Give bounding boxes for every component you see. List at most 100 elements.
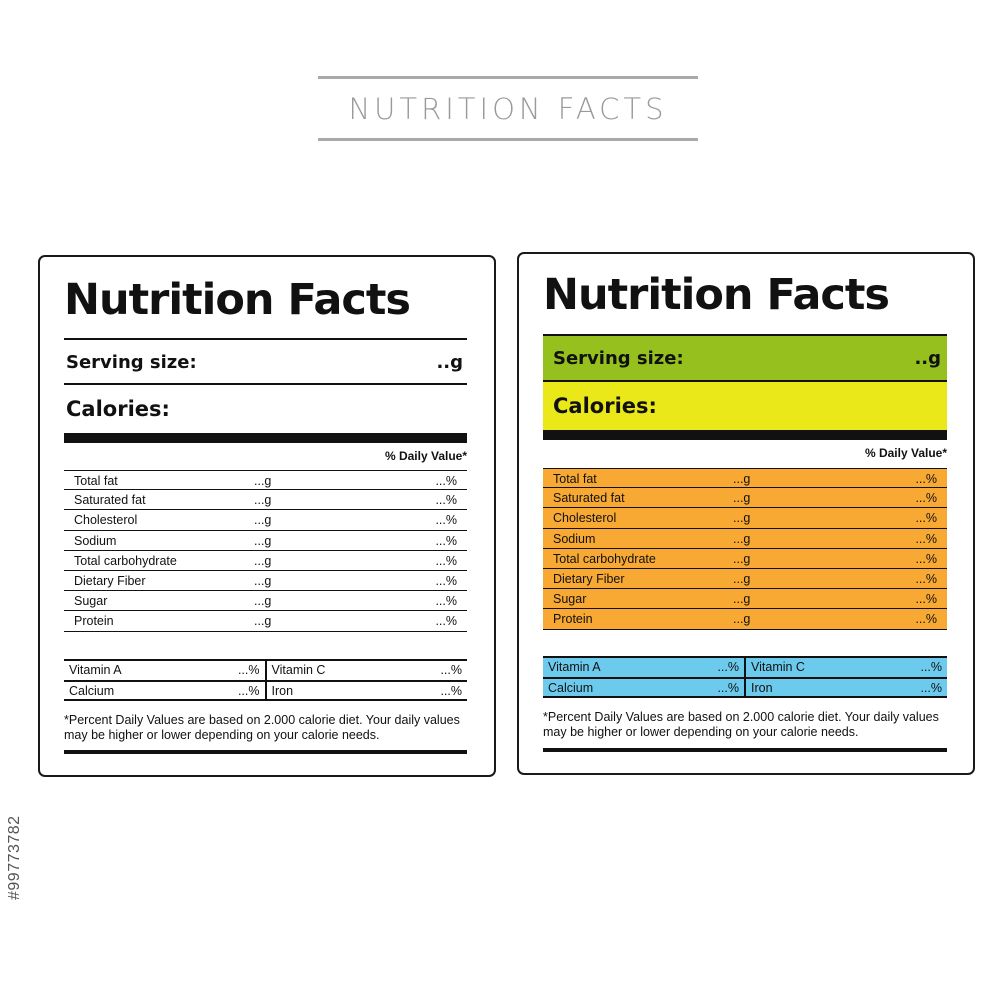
nutrient-percent: ...% xyxy=(435,513,457,528)
nutrient-row: Total fat ...g...% xyxy=(543,468,947,489)
nutrient-row: Saturated fat ...g...% xyxy=(543,488,947,509)
divider xyxy=(64,383,467,385)
nutrient-row: Sugar ...g...% xyxy=(543,589,947,610)
nutrient-percent: ...% xyxy=(435,553,457,568)
footnote: *Percent Daily Values are based on 2.000… xyxy=(543,710,939,739)
nutrient-percent: ...% xyxy=(915,531,937,546)
vitamin-percent: ...% xyxy=(717,660,739,674)
nutrient-name: Sugar xyxy=(74,594,108,609)
vitamin-cell: Vitamin C...% xyxy=(746,656,947,677)
serving-size-value: ..g xyxy=(436,351,463,373)
nutrient-row: Dietary Fiber ...g...% xyxy=(543,568,947,590)
nutrient-percent: ...% xyxy=(435,614,457,629)
daily-value-header: % Daily Value* xyxy=(864,446,947,460)
nutrient-name: Sodium xyxy=(74,533,117,548)
vitamin-name: Vitamin A xyxy=(69,663,122,677)
footnote: *Percent Daily Values are based on 2.000… xyxy=(64,713,460,742)
vitamin-percent: ...% xyxy=(920,660,942,674)
heading-rule-top xyxy=(318,76,698,79)
serving-size-row: Serving size: ..g xyxy=(543,336,947,380)
vitamin-cell: Iron...% xyxy=(746,677,947,698)
bottom-rule xyxy=(64,750,467,754)
page-heading-title: NUTRITION FACTS xyxy=(348,92,668,126)
nutrient-amount: ...g xyxy=(254,573,272,588)
calories-label: Calories: xyxy=(553,394,657,418)
vitamin-percent: ...% xyxy=(237,663,260,677)
vitamin-name: Iron xyxy=(271,684,294,698)
bottom-rule xyxy=(543,748,947,752)
heading-rule-bottom xyxy=(318,138,698,141)
vitamin-row: Calcium...% Iron...% xyxy=(64,680,467,701)
nutrient-percent: ...% xyxy=(915,491,937,506)
vitamin-percent: ...% xyxy=(717,681,739,695)
nutrient-percent: ...% xyxy=(915,551,937,566)
nutrient-name: Total fat xyxy=(553,472,597,486)
vitamin-name: Vitamin C xyxy=(751,660,805,674)
nutrient-name: Protein xyxy=(553,612,593,627)
nutrient-percent: ...% xyxy=(915,571,937,586)
nutrient-amount: ...g xyxy=(733,592,751,607)
nutrient-row: Saturated fat ...g...% xyxy=(64,490,467,511)
nutrient-row: Sodium ...g...% xyxy=(64,531,467,551)
nutrient-percent: ...% xyxy=(915,472,937,486)
vitamin-cell: Calcium...% xyxy=(64,680,267,701)
nutrient-name: Sugar xyxy=(553,592,587,607)
label-title: Nutrition Facts xyxy=(64,275,411,325)
vitamin-cell: Vitamin C...% xyxy=(266,659,467,680)
nutrient-name: Total fat xyxy=(74,474,118,488)
divider xyxy=(64,338,467,340)
nutrient-name: Saturated fat xyxy=(553,491,625,506)
thick-divider xyxy=(64,433,467,443)
nutrient-row: Total carbohydrate ...g...% xyxy=(543,548,947,569)
nutrient-row: Protein ...g...% xyxy=(64,611,467,632)
vitamin-row: Calcium...% Iron...% xyxy=(543,677,947,698)
vitamin-grid: Vitamin A...% Vitamin C...% Calcium...% Iro… xyxy=(543,656,947,698)
vitamin-percent: ...% xyxy=(237,684,260,698)
nutrient-percent: ...% xyxy=(915,592,937,607)
nutrient-amount: ...g xyxy=(733,511,751,526)
nutrient-percent: ...% xyxy=(915,511,937,526)
daily-value-header: % Daily Value* xyxy=(384,449,467,463)
nutrient-percent: ...% xyxy=(435,594,457,609)
vitamin-name: Calcium xyxy=(69,684,115,698)
nutrient-amount: ...g xyxy=(254,553,272,568)
nutrient-list: Total fat ...g...% Saturated fat ...g...% Ch… xyxy=(64,470,467,632)
divider xyxy=(543,380,947,382)
nutrition-label-colored: Nutrition Facts Serving size: ..g Calori… xyxy=(517,252,975,775)
nutrient-percent: ...% xyxy=(435,533,457,548)
serving-size-value: ..g xyxy=(914,347,941,369)
vitamin-name: Vitamin C xyxy=(271,663,326,677)
vitamin-cell: Iron...% xyxy=(266,680,467,701)
nutrient-list: Total fat ...g...% Saturated fat ...g...% Ch… xyxy=(543,468,947,630)
vitamin-grid: Vitamin A...% Vitamin C...% Calcium...% Iro… xyxy=(64,659,467,701)
nutrient-name: Dietary Fiber xyxy=(553,571,625,586)
nutrient-row: Total carbohydrate ...g...% xyxy=(64,551,467,571)
serving-size-label: Serving size: xyxy=(553,347,684,369)
nutrient-row: Sodium ...g...% xyxy=(543,528,947,549)
nutrient-amount: ...g xyxy=(733,612,751,627)
nutrition-label-plain: Nutrition Facts Serving size: ..g Calori… xyxy=(38,255,496,777)
nutrient-name: Sodium xyxy=(553,531,596,546)
nutrient-row: Cholesterol ...g...% xyxy=(543,508,947,529)
vitamin-row: Vitamin A...% Vitamin C...% xyxy=(543,656,947,677)
nutrient-amount: ...g xyxy=(254,533,272,548)
nutrient-amount: ...g xyxy=(733,531,751,546)
nutrient-name: Total carbohydrate xyxy=(553,551,656,566)
nutrient-name: Saturated fat xyxy=(74,493,146,508)
nutrient-name: Dietary Fiber xyxy=(74,573,146,588)
nutrient-name: Cholesterol xyxy=(553,511,617,526)
vitamin-name: Vitamin A xyxy=(548,660,601,674)
serving-size-row: Serving size: ..g xyxy=(64,341,467,383)
nutrient-name: Cholesterol xyxy=(74,513,138,528)
nutrient-amount: ...g xyxy=(254,474,272,488)
nutrient-amount: ...g xyxy=(733,571,751,586)
nutrient-row: Sugar ...g...% xyxy=(64,591,467,612)
vitamin-name: Calcium xyxy=(548,681,594,695)
nutrient-row: Dietary Fiber ...g...% xyxy=(64,571,467,592)
vitamin-percent: ...% xyxy=(440,663,462,677)
label-title: Nutrition Facts xyxy=(543,270,890,320)
calories-row: Calories: xyxy=(543,382,947,430)
stock-id: #99773782 xyxy=(6,815,23,900)
page-heading: NUTRITION FACTS xyxy=(318,76,698,142)
vitamin-row: Vitamin A...% Vitamin C...% xyxy=(64,659,467,680)
